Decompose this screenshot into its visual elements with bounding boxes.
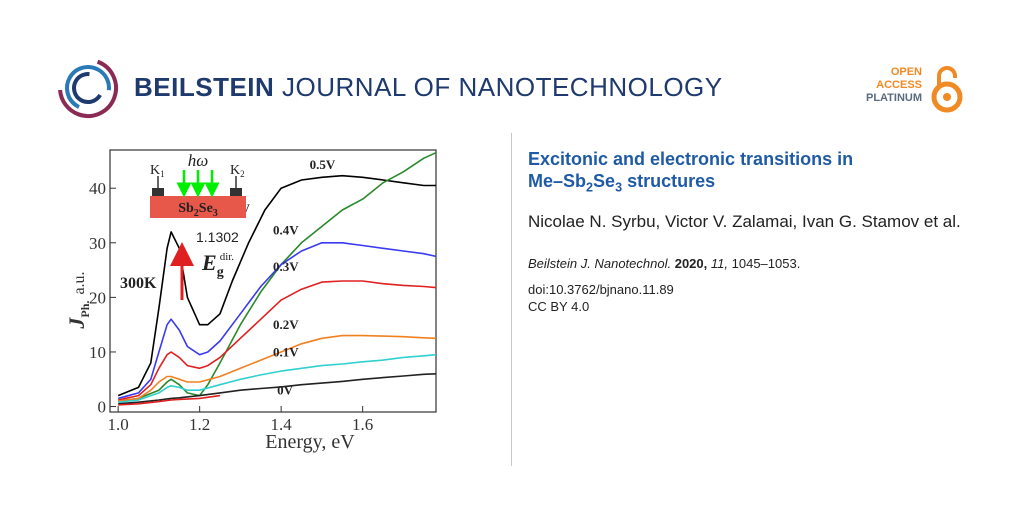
inset-layer bbox=[150, 196, 246, 218]
license[interactable]: CC BY 4.0 bbox=[528, 298, 590, 314]
header: BEILSTEIN JOURNAL OF NANOTECHNOLOGY OPEN… bbox=[0, 0, 1024, 120]
series-label-0.5V: 0.5V bbox=[310, 157, 336, 172]
authors: Nicolae N. Syrbu, Victor V. Zalamai, Iva… bbox=[528, 211, 961, 231]
series-line-0.4V bbox=[117, 242, 437, 400]
citation: Beilstein J. Nanotechnol. 2020, 11, 1045… bbox=[528, 255, 988, 273]
series-label-0.4V: 0.4V bbox=[273, 223, 299, 238]
oa-open: OPEN bbox=[890, 66, 922, 78]
title-se: Se bbox=[593, 171, 616, 191]
oa-access: ACCESS bbox=[876, 79, 922, 91]
journal-name[interactable]: BEILSTEIN JOURNAL OF NANOTECHNOLOGY bbox=[134, 72, 723, 103]
eg-sup: dir. bbox=[220, 251, 235, 263]
series-label-0V: 0V bbox=[277, 383, 294, 398]
y-tick-label: 30 bbox=[89, 234, 106, 253]
inset-contact-2 bbox=[230, 188, 242, 196]
inset-diagram: Sb2Se3 K1 K2 hω bbox=[150, 151, 246, 219]
y-tick-label: 40 bbox=[89, 179, 106, 198]
x-tick-label: 1.0 bbox=[108, 415, 129, 434]
open-access-badge: OPEN ACCESS PLATINUM bbox=[866, 58, 982, 118]
inset-layer-label: Sb2Se3 bbox=[178, 201, 218, 219]
series-label-0.2V: 0.2V bbox=[273, 317, 299, 332]
series-line--0.2V bbox=[118, 151, 437, 402]
divider bbox=[511, 133, 512, 466]
inset-contact-1 bbox=[152, 188, 164, 196]
y-axis-label: J bbox=[64, 317, 89, 330]
ticks-group: 1.0 1.2 1.4 1.6 0 10 20 30 40 bbox=[89, 179, 373, 434]
series-line-0.5V bbox=[117, 174, 436, 397]
open-access-text: OPEN ACCESS PLATINUM bbox=[866, 66, 922, 105]
series-label-0.1V: 0.1V bbox=[273, 344, 299, 359]
series-group bbox=[117, 151, 437, 406]
title-end: structures bbox=[622, 171, 716, 191]
y-axis-label-sub: Ph. bbox=[78, 301, 92, 318]
series-line-0V bbox=[118, 373, 437, 405]
series-line-0.3V-red-baseline bbox=[118, 394, 221, 406]
journal-name-bold: BEILSTEIN bbox=[134, 72, 275, 102]
x-axis-label: Energy, eV bbox=[265, 431, 355, 453]
series-label-0.3V: 0.3V bbox=[273, 259, 299, 274]
article-info: Excitonic and electronic transitions in … bbox=[528, 148, 988, 315]
x-tick-label: 1.4 bbox=[271, 415, 293, 434]
open-access-lock-icon bbox=[931, 66, 963, 113]
eg-sub: g bbox=[217, 265, 224, 280]
citation-year: 2020, bbox=[674, 255, 708, 271]
temperature-label: 300K bbox=[120, 275, 157, 292]
series-line-0.3V bbox=[118, 280, 437, 401]
citation-pages: 1045–1053. bbox=[731, 255, 801, 271]
y-tick-label: 20 bbox=[89, 288, 106, 307]
inset-k1: K1 bbox=[150, 163, 165, 179]
title-part1: Excitonic and electronic transitions in bbox=[528, 149, 854, 169]
y-axis-unit: a.u. bbox=[71, 271, 88, 294]
x-tick-label: 1.6 bbox=[352, 415, 373, 434]
svg-text:JPh.a.u.: JPh. a.u. bbox=[64, 271, 92, 329]
series-line-0.1V bbox=[118, 353, 437, 403]
peak-value-label: 1.1302 bbox=[196, 229, 239, 245]
plot-frame bbox=[109, 149, 437, 413]
title-sub1: 2 bbox=[586, 180, 594, 195]
y-tick-label: 10 bbox=[89, 343, 106, 362]
title-me: Me–Sb bbox=[528, 171, 587, 191]
series-line-0.2V bbox=[118, 334, 437, 402]
y-axis-label-group: JPh. a.u. bbox=[64, 271, 92, 329]
citation-volume: 11, bbox=[710, 255, 728, 271]
doi-link[interactable]: doi:10.3762/bjnano.11.89 bbox=[528, 281, 674, 297]
title-sub2: 3 bbox=[615, 180, 623, 195]
inset-k2: K2 bbox=[230, 163, 245, 179]
eg-label: Eg dir. bbox=[201, 250, 234, 280]
y-tick-label: 0 bbox=[98, 398, 107, 417]
inset-hw: hω bbox=[188, 151, 209, 170]
oa-platinum: PLATINUM bbox=[865, 92, 922, 104]
article-title[interactable]: Excitonic and electronic transitions in … bbox=[528, 148, 988, 199]
eg-symbol: E bbox=[201, 250, 217, 275]
x-tick-label: 1.2 bbox=[189, 415, 210, 434]
journal-name-rest: JOURNAL OF NANOTECHNOLOGY bbox=[274, 72, 723, 102]
beilstein-logo-icon bbox=[58, 58, 118, 118]
journal-abbrev: Beilstein J. Nanotechnol. bbox=[528, 255, 672, 271]
